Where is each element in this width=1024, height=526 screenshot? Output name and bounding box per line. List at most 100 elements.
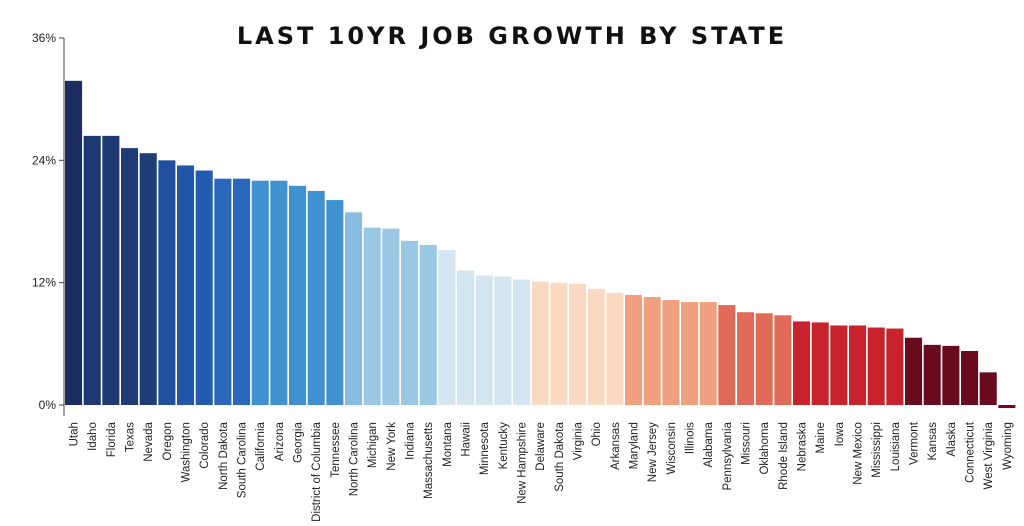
bar	[942, 345, 960, 405]
x-tick-label: Texas	[125, 422, 137, 452]
bar	[699, 302, 717, 405]
bar	[438, 250, 456, 405]
x-tick-label: Wyoming	[1002, 422, 1014, 470]
x-tick-label: Montana	[442, 422, 454, 467]
bar	[307, 190, 325, 405]
bar	[177, 165, 195, 405]
x-tick-label: Maine	[815, 422, 827, 453]
x-tick-label: Maryland	[629, 422, 641, 469]
bar	[214, 178, 232, 405]
bar	[158, 160, 176, 405]
x-tick-label: North Carolina	[349, 422, 361, 497]
bar	[139, 153, 157, 405]
x-tick-label: Minnesota	[479, 421, 491, 475]
x-tick-label: North Dakota	[218, 422, 230, 490]
bar	[811, 322, 829, 405]
y-tick-label: 12%	[32, 276, 56, 290]
bar	[233, 178, 251, 405]
x-tick-label: Arizona	[274, 422, 286, 462]
bar	[83, 135, 101, 405]
bar	[867, 327, 885, 405]
bar	[606, 292, 624, 405]
x-tick-label: Nevada	[143, 421, 155, 461]
bar	[419, 244, 437, 405]
x-tick-label: Mississippi	[871, 422, 883, 478]
x-tick-label: South Carolina	[237, 421, 249, 498]
x-tick-label: West Virginia	[983, 421, 995, 489]
bar	[774, 315, 792, 405]
bar	[550, 282, 568, 405]
x-tick-label: Wisconsin	[666, 422, 678, 474]
bar	[718, 305, 736, 405]
bar	[830, 325, 848, 405]
x-tick-label: Nebraska	[797, 421, 809, 471]
x-tick-label: Idaho	[87, 422, 99, 451]
bar	[345, 212, 363, 405]
bar	[643, 296, 661, 405]
x-tick-label: Ohio	[591, 422, 603, 446]
y-tick-label: 36%	[32, 31, 56, 45]
bar	[998, 405, 1016, 409]
x-axis-labels: Utah Idaho Florida Texas Nevada Oregon Washing…	[69, 421, 1014, 522]
bar	[662, 300, 680, 405]
x-tick-label: District of Columbia	[311, 422, 323, 522]
x-tick-label: New York	[386, 422, 398, 471]
bar	[849, 325, 867, 405]
x-tick-label: Alabama	[703, 421, 715, 467]
x-tick-label: Iowa	[834, 421, 846, 446]
bar	[755, 313, 773, 405]
x-tick-label: Indiana	[405, 421, 417, 459]
x-tick-label: New Jersey	[647, 422, 659, 482]
x-tick-label: Missouri	[741, 422, 753, 465]
y-tick-label: 24%	[32, 153, 56, 167]
x-tick-label: New Hampshire	[517, 422, 529, 504]
x-tick-label: Rhode Island	[778, 422, 790, 490]
x-tick-label: Massachusetts	[423, 422, 435, 499]
bar	[457, 270, 475, 405]
x-tick-label: South Dakota	[554, 421, 566, 491]
x-tick-label: Pennsylvania	[722, 421, 734, 490]
bar	[961, 350, 979, 405]
x-tick-label: California	[255, 421, 267, 470]
x-tick-label: Connecticut	[965, 421, 977, 483]
x-tick-label: Delaware	[535, 422, 547, 471]
x-tick-label: Hawaii	[461, 422, 473, 457]
bar	[326, 200, 344, 405]
x-tick-label: Oregon	[162, 422, 174, 460]
bar	[65, 80, 83, 405]
x-tick-label: Kentucky	[498, 422, 510, 470]
x-tick-label: Washington	[181, 422, 193, 482]
x-tick-label: Oklahoma	[759, 422, 771, 475]
x-tick-label: Florida	[106, 421, 118, 457]
bar	[905, 337, 923, 405]
bar	[737, 312, 755, 405]
bar	[289, 185, 307, 405]
x-tick-label: Vermont	[909, 421, 921, 465]
x-tick-label: Colorado	[199, 422, 211, 469]
x-tick-label: Kansas	[927, 422, 939, 461]
y-axis: 0% 12% 24% 36%	[32, 31, 65, 417]
x-tick-label: Virginia	[573, 422, 585, 461]
bar	[251, 180, 269, 405]
bars-group	[65, 80, 1016, 409]
bar	[587, 288, 605, 405]
bar	[102, 135, 120, 405]
x-tick-label: New Mexico	[853, 422, 865, 485]
bar	[513, 279, 531, 405]
bar	[681, 302, 699, 405]
bar	[979, 372, 997, 405]
bar	[382, 228, 400, 405]
x-tick-label: Louisiana	[890, 421, 902, 471]
bar	[363, 227, 381, 405]
x-tick-label: Illinois	[685, 422, 697, 454]
y-tick-label: 0%	[39, 398, 57, 412]
bar	[625, 294, 643, 405]
bar	[121, 148, 139, 405]
x-tick-label: Michigan	[367, 422, 379, 468]
bar	[195, 170, 213, 405]
x-tick-label: Arkansas	[610, 422, 622, 470]
x-tick-label: Georgia	[293, 422, 305, 464]
bar	[270, 180, 288, 405]
chart-title: LAST 10YR JOB GROWTH BY STATE	[236, 22, 788, 50]
